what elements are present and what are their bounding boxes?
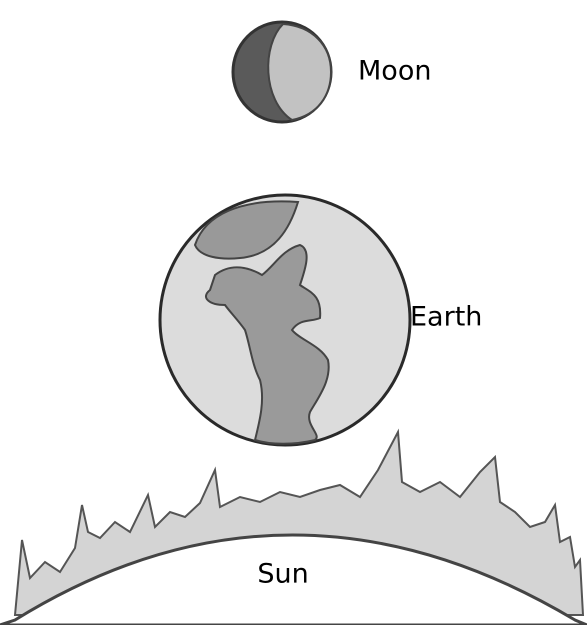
sun-label: Sun [257,559,308,590]
diagram: Moon Earth Sun [0,0,587,625]
earth [160,195,410,445]
earth-label: Earth [410,302,482,333]
moon-label: Moon [358,56,431,87]
moon [233,22,331,122]
sun [0,432,587,625]
